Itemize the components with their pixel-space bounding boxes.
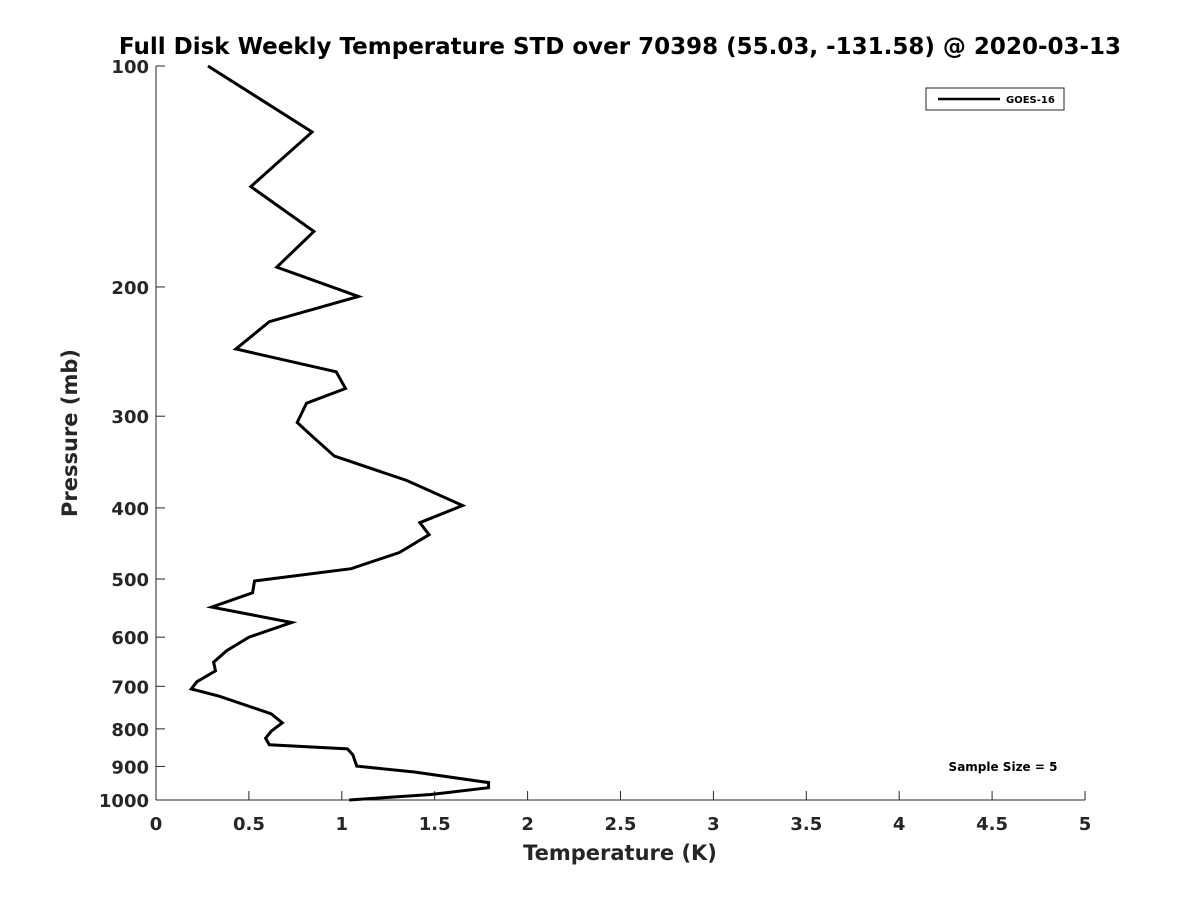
y-tick-label: 700 <box>111 677 149 698</box>
y-tick-label: 200 <box>111 278 149 299</box>
series-layer <box>188 64 491 802</box>
x-tick-label: 1.5 <box>419 814 451 835</box>
y-tick-label: 300 <box>111 407 149 428</box>
x-tick-label: 2.5 <box>605 814 637 835</box>
x-tick-label: 1 <box>336 814 349 835</box>
sample-size-annotation: Sample Size = 5 <box>949 760 1058 774</box>
x-tick-label: 0 <box>150 814 163 835</box>
y-tick-label: 500 <box>111 570 149 591</box>
x-tick-label: 5 <box>1079 814 1092 835</box>
y-tick-label: 600 <box>111 628 149 649</box>
y-tick-label: 400 <box>111 499 149 520</box>
y-tick-label: 800 <box>111 720 149 741</box>
x-tick-label: 4.5 <box>976 814 1008 835</box>
x-tick-label: 3 <box>707 814 720 835</box>
y-tick-label: 100 <box>111 57 149 78</box>
x-tick-label: 0.5 <box>233 814 265 835</box>
x-tick-label: 4 <box>893 814 906 835</box>
y-axis-label: Pressure (mb) <box>58 349 82 517</box>
legend-label-goes-16: GOES-16 <box>1006 95 1055 106</box>
y-tick-label: 1000 <box>99 791 149 812</box>
x-tick-label: 3.5 <box>790 814 822 835</box>
y-ticks: 100 200 300 400 500 600 700 800 900 1000 <box>99 57 165 812</box>
series-line-goes-16 <box>188 64 491 802</box>
axes <box>155 66 1085 801</box>
x-tick-label: 2 <box>521 814 534 835</box>
chart-title: Full Disk Weekly Temperature STD over 70… <box>119 34 1121 60</box>
y-tick-label: 900 <box>111 757 149 778</box>
x-axis-label: Temperature (K) <box>523 841 717 865</box>
legend: GOES-16 <box>925 87 1065 111</box>
x-ticks: 0 0.5 1 1.5 2 2.5 3 3.5 4 4.5 5 <box>150 791 1092 835</box>
